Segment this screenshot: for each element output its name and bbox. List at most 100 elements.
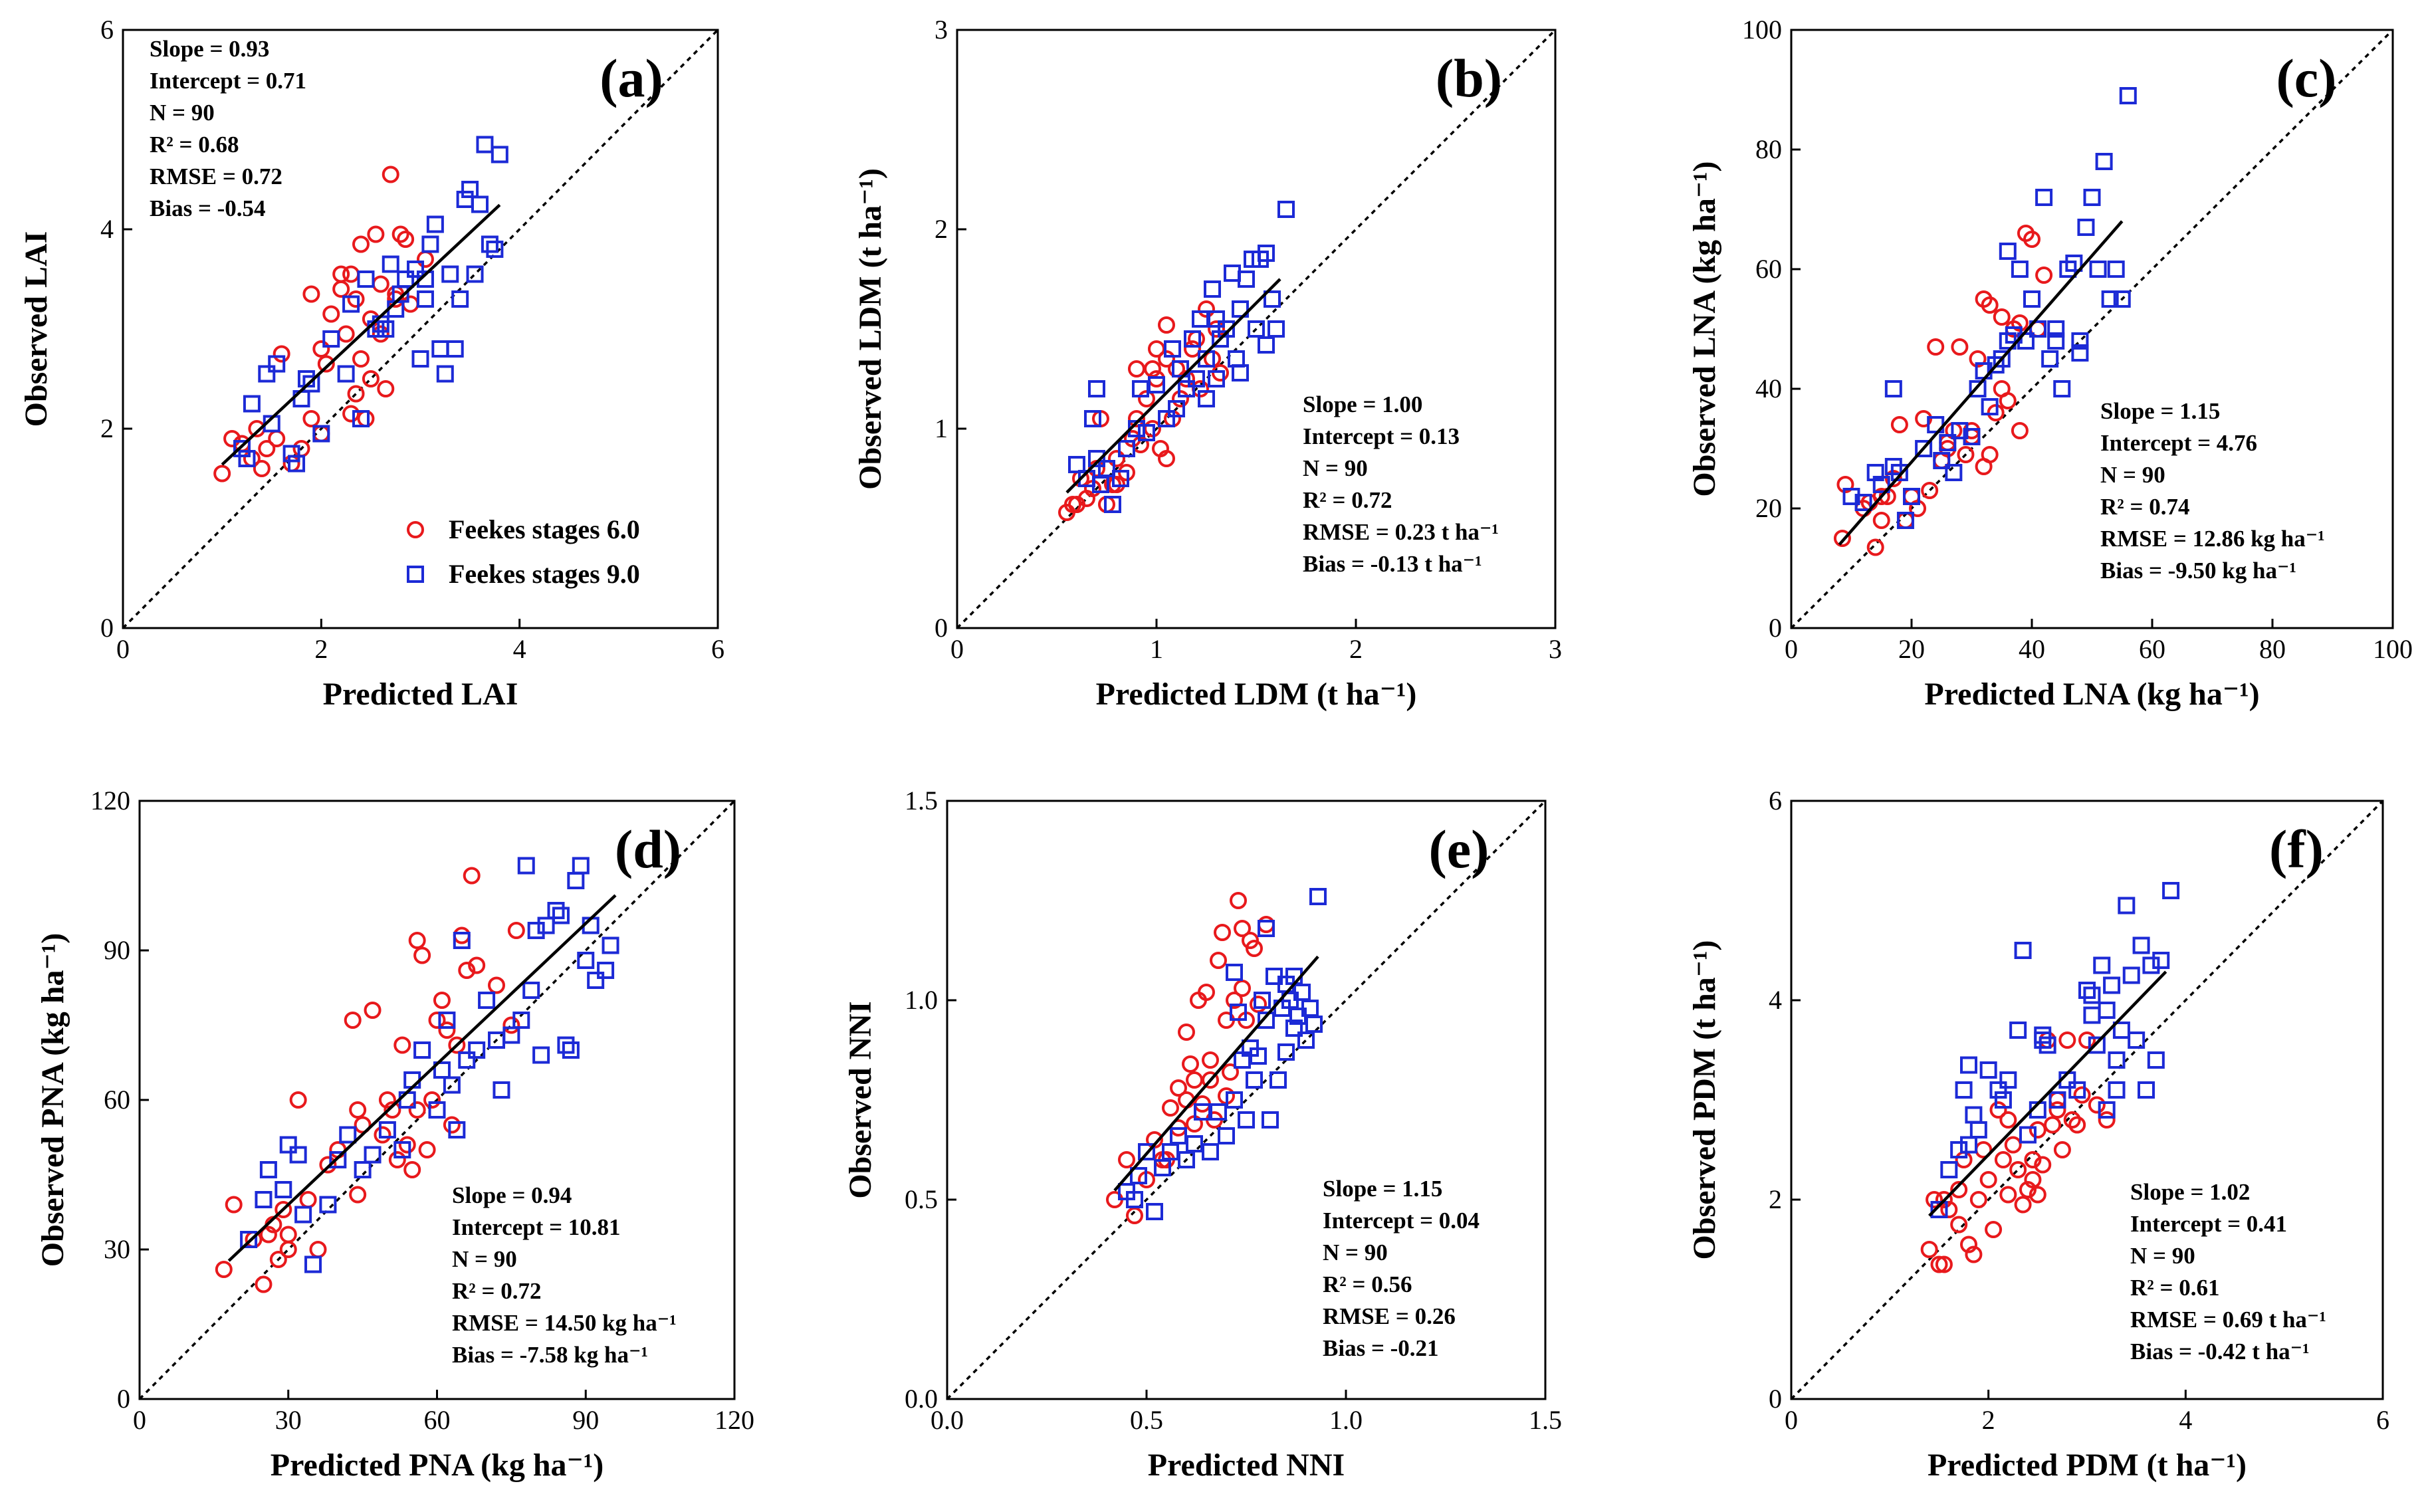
data-point <box>1098 460 1115 477</box>
data-point <box>2108 1081 2126 1099</box>
data-point <box>1935 1255 1953 1273</box>
data-point <box>1833 530 1851 547</box>
data-point <box>378 1121 396 1138</box>
stats-line: Bias = -9.50 kg ha⁻¹ <box>2100 558 2296 584</box>
data-point <box>1979 1171 1997 1188</box>
data-point <box>258 440 276 457</box>
data-point <box>2011 261 2029 278</box>
data-point <box>587 972 605 989</box>
data-point <box>2014 1196 2032 1214</box>
data-point <box>466 265 484 283</box>
data-point <box>1258 920 1275 937</box>
data-point <box>1254 992 1271 1009</box>
data-point <box>1232 300 1249 318</box>
stats-line: Slope = 1.15 <box>1323 1176 1442 1202</box>
data-point <box>2039 1036 2056 1054</box>
y-axis-label: Observed PNA (kg ha⁻¹) <box>35 933 70 1267</box>
x-tick-label: 0 <box>1785 1405 1798 1435</box>
x-tick-label: 2 <box>1349 634 1363 664</box>
data-point <box>488 976 505 994</box>
data-point <box>2107 261 2125 278</box>
series-feekes-6 <box>215 867 525 1293</box>
data-point <box>1866 538 1884 556</box>
series-feekes-9 <box>240 857 619 1273</box>
x-tick-label: 60 <box>2139 634 2165 664</box>
data-point <box>1164 340 1181 358</box>
data-point <box>527 922 545 939</box>
data-point <box>1884 380 1902 397</box>
data-point <box>1170 1079 1187 1097</box>
data-point <box>567 872 585 889</box>
data-point <box>382 165 399 183</box>
data-point <box>1148 340 1165 358</box>
data-point <box>1088 380 1105 397</box>
data-point <box>1896 512 1914 529</box>
plot-frame <box>956 29 1557 629</box>
data-point <box>1999 243 2017 260</box>
data-point <box>438 1022 456 1039</box>
stats-line: Bias = -0.54 <box>150 195 266 221</box>
x-tick-label: 40 <box>2019 634 2045 664</box>
data-point <box>1935 1191 1953 1208</box>
data-point <box>1955 1081 1973 1099</box>
data-point <box>1264 290 1281 308</box>
data-point <box>572 857 590 875</box>
x-tick-label: 0 <box>950 634 964 664</box>
data-point <box>275 1201 292 1218</box>
data-point <box>289 1091 307 1109</box>
data-point <box>349 1101 367 1119</box>
data-point <box>2019 1126 2037 1144</box>
data-point <box>349 1186 367 1204</box>
x-tick-label: 1.0 <box>1329 1405 1363 1435</box>
data-point <box>1186 1071 1203 1089</box>
x-tick-label: 0.0 <box>931 1405 964 1435</box>
panel-label: (c) <box>2276 48 2336 108</box>
data-point <box>1138 1143 1155 1160</box>
data-point <box>1872 488 1890 505</box>
data-point <box>1224 265 1241 282</box>
data-point <box>317 355 335 373</box>
stats-line: RMSE = 0.72 <box>150 163 282 189</box>
one-to-one-line <box>122 29 719 629</box>
data-point <box>502 1016 520 1034</box>
data-point <box>377 380 395 397</box>
data-point <box>1158 410 1175 427</box>
data-point <box>2093 956 2111 974</box>
data-point <box>1112 470 1129 487</box>
data-point <box>1128 410 1145 427</box>
data-point <box>2058 1031 2076 1049</box>
x-tick-label: 3 <box>1549 634 1562 664</box>
data-point <box>2047 320 2065 338</box>
data-point <box>255 1191 273 1208</box>
data-point <box>2098 1002 2116 1019</box>
regression-line <box>1065 278 1281 494</box>
data-point <box>433 1061 451 1079</box>
data-point <box>1921 482 1939 499</box>
data-point <box>2029 320 2047 338</box>
data-point <box>352 235 370 253</box>
data-point <box>426 215 444 233</box>
data-point <box>344 1012 362 1029</box>
x-tick-label: 60 <box>424 1405 451 1435</box>
data-point <box>372 275 389 293</box>
data-point <box>2113 290 2131 308</box>
data-point <box>2122 966 2140 984</box>
data-point <box>382 255 399 273</box>
data-point <box>443 1076 461 1094</box>
data-point <box>2039 1031 2056 1049</box>
data-point <box>413 1041 431 1059</box>
x-tick-label: 2 <box>314 634 328 664</box>
data-point <box>258 365 276 383</box>
stats-line: RMSE = 0.26 <box>1323 1303 1456 1329</box>
y-tick-label: 1.0 <box>905 985 938 1015</box>
data-point <box>413 946 431 964</box>
data-point <box>1208 370 1225 387</box>
data-point <box>421 235 439 253</box>
series-feekes-9 <box>1930 882 2180 1218</box>
y-tick-label: 100 <box>1742 15 1782 45</box>
data-point <box>2071 332 2089 350</box>
y-axis-label: Observed LNA (kg ha⁻¹) <box>1687 161 1722 496</box>
data-point <box>441 265 459 283</box>
data-point <box>2103 976 2121 994</box>
legend: Feekes stages 6.0 Feekes stages 9.0 <box>407 514 640 589</box>
